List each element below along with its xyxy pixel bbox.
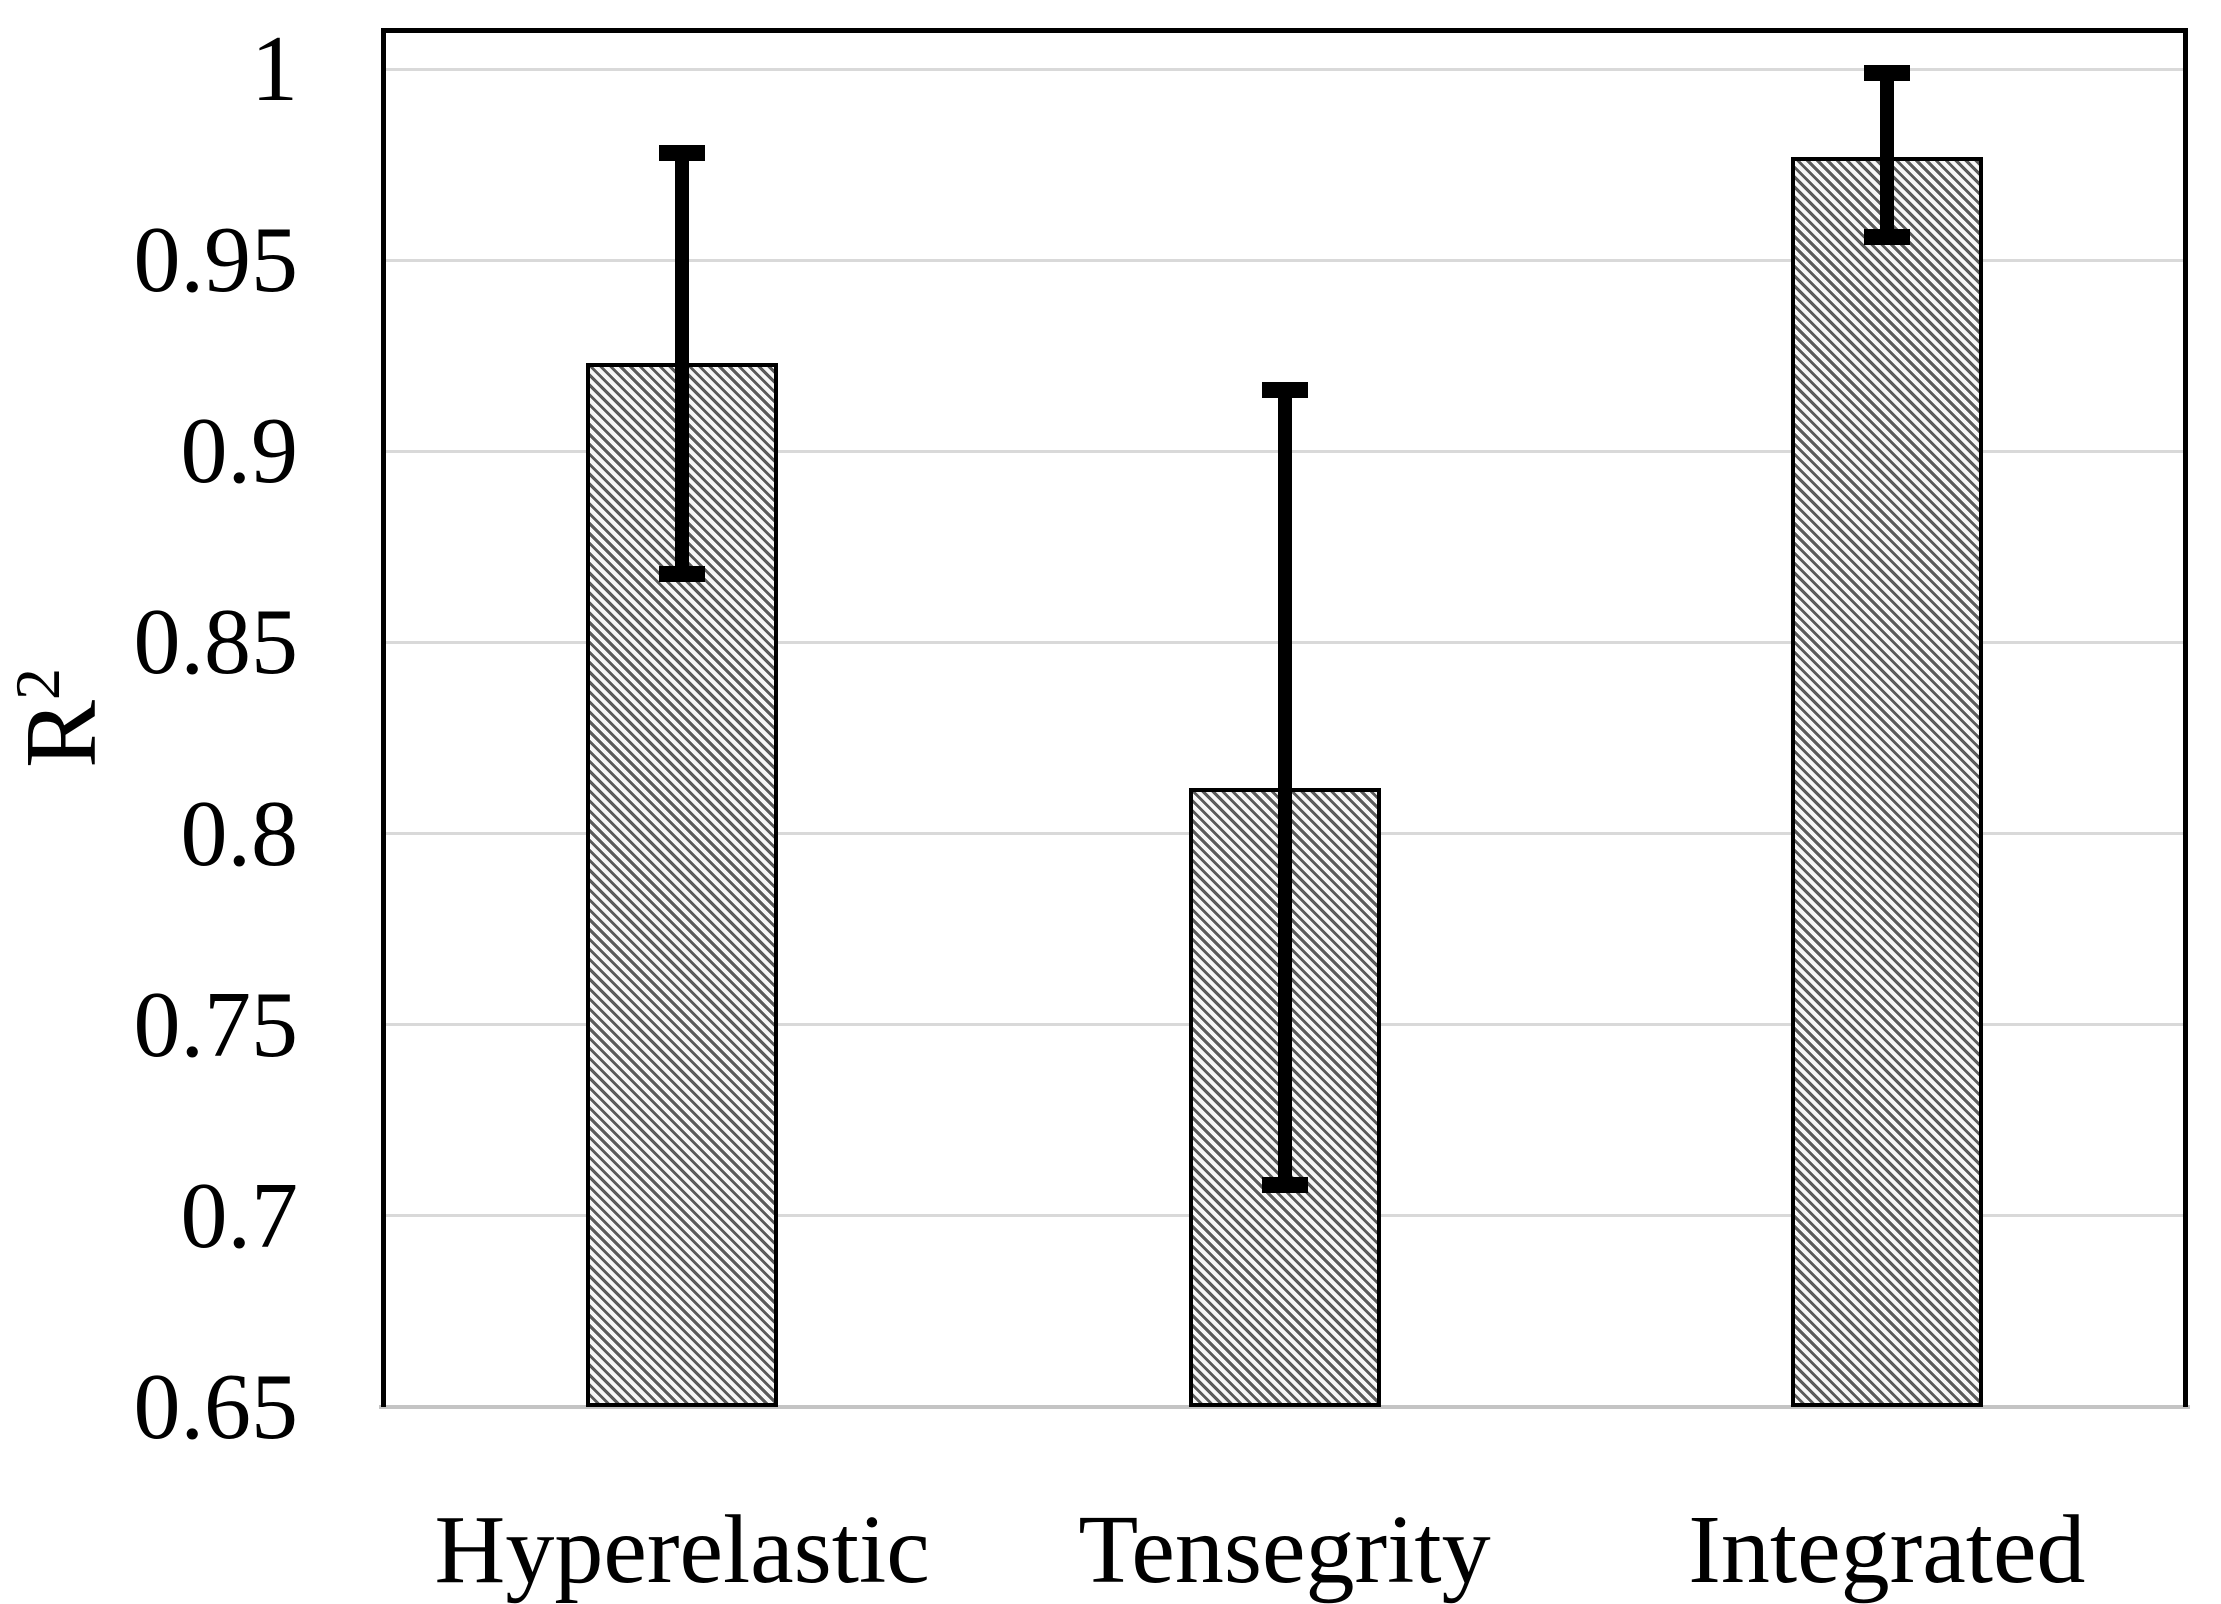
error-bar-bottom-cap-integrated (1863, 229, 1910, 246)
y-tick-label-0.75: 0.75 (133, 972, 299, 1077)
error-bar-line-hyperelastic (675, 153, 690, 574)
x-axis-line (379, 1405, 2190, 1409)
error-bar-bottom-cap-tensegrity (1261, 1177, 1308, 1194)
y-axis-title-base: R (5, 699, 118, 769)
y-tick-label-0.65: 0.65 (133, 1355, 299, 1459)
gridline-1 (385, 67, 2184, 71)
error-bar-top-cap-tensegrity (1261, 382, 1308, 399)
y-tick-label-1: 1 (251, 17, 298, 121)
plot-area-border (381, 28, 2188, 1407)
y-tick-label-0.9: 0.9 (180, 399, 299, 504)
error-bar-line-tensegrity (1277, 390, 1292, 1186)
gridline-0.95 (385, 258, 2184, 262)
bar-integrated (1790, 156, 1983, 1407)
error-bar-bottom-cap-hyperelastic (659, 565, 706, 582)
x-axis-label-integrated: Integrated (1688, 1496, 2086, 1604)
x-axis-label-tensegrity: Tensegrity (1078, 1496, 1491, 1604)
y-tick-label-0.85: 0.85 (133, 590, 299, 695)
x-axis-label-hyperelastic: Hyperelastic (434, 1496, 930, 1604)
error-bar-top-cap-integrated (1863, 64, 1910, 81)
y-tick-label-0.7: 0.7 (180, 1163, 299, 1268)
y-tick-label-0.95: 0.95 (133, 208, 299, 313)
y-tick-label-0.8: 0.8 (180, 781, 299, 886)
error-bar-top-cap-hyperelastic (659, 145, 706, 162)
error-bar-line-integrated (1879, 72, 1894, 238)
